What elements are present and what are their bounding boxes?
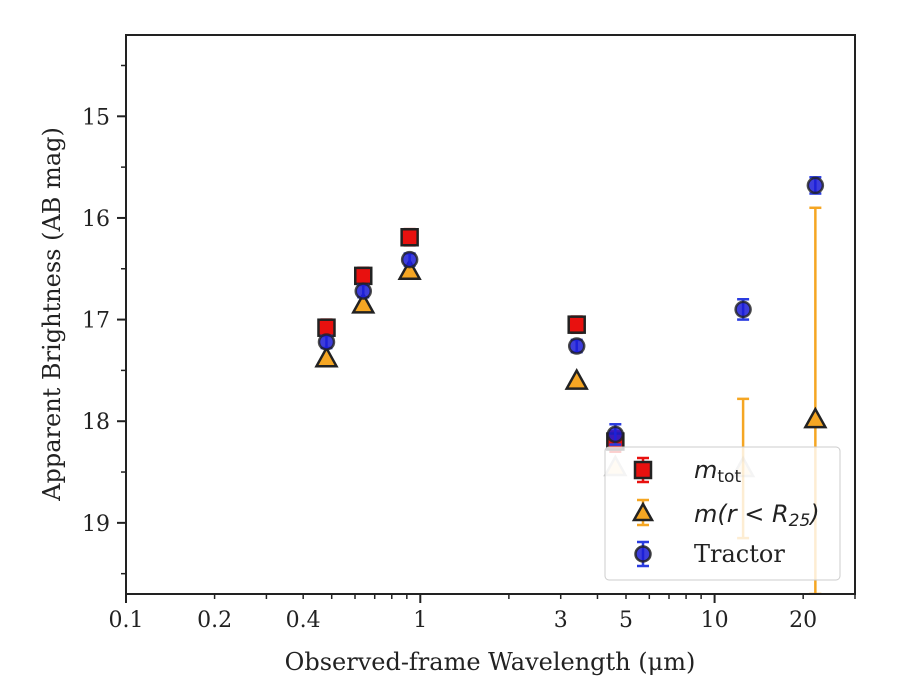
- circle-point: [400, 250, 419, 269]
- x-tick-label: 1: [413, 608, 427, 633]
- triangle-point: [803, 406, 828, 429]
- legend-tractor-label: Tractor: [694, 540, 785, 568]
- circle-point: [734, 300, 752, 319]
- y-axis: 15 16 17 18 19: [82, 64, 126, 575]
- legend-entry-tractor: Tractor: [634, 540, 785, 568]
- circle-point: [606, 425, 625, 444]
- triangle-point: [314, 345, 339, 368]
- y-tick-label: 18: [82, 410, 110, 435]
- legend: mtot m(r < R25) Tractor: [604, 446, 841, 581]
- y-tick-label: 16: [82, 207, 110, 232]
- legend-mtot-marker: [633, 460, 653, 480]
- legend-mr25-marker: [631, 501, 655, 522]
- legend-tractor-marker: [634, 545, 652, 563]
- x-axis: 0.1 0.2 0.4 1 3 5 10 20: [109, 594, 856, 633]
- legend-mtot-label: mtot: [694, 456, 741, 487]
- circle-point: [567, 337, 586, 355]
- x-tick-label: 0.4: [286, 608, 321, 633]
- x-tick-label: 0.2: [197, 608, 232, 633]
- y-tick-label: 19: [82, 512, 110, 537]
- triangle-point: [351, 291, 376, 314]
- triangle-point: [564, 367, 589, 390]
- square-point: [567, 315, 586, 334]
- x-tick-label: 10: [701, 608, 729, 633]
- y-axis-label: Apparent Brightness (AB mag): [38, 127, 66, 502]
- circle-point: [317, 333, 336, 351]
- square-point: [400, 228, 419, 247]
- legend-entry-m-r25: m(r < R25): [631, 498, 820, 531]
- x-tick-label: 3: [554, 608, 568, 633]
- legend-entry-mtot: mtot: [633, 456, 741, 487]
- triangle-point: [397, 258, 422, 281]
- x-tick-label: 20: [789, 608, 817, 633]
- square-point: [354, 266, 373, 286]
- circle-point: [806, 176, 825, 195]
- legend-mr25-label: m(r < R25): [694, 500, 820, 531]
- circle-point: [354, 282, 373, 300]
- plot-frame: [125, 34, 856, 595]
- y-tick-label: 17: [82, 309, 110, 334]
- y-tick-label: 15: [82, 105, 110, 130]
- x-tick-label: 5: [619, 608, 633, 633]
- x-axis-label: Observed-frame Wavelength (μm): [285, 648, 696, 676]
- x-tick-label: 0.1: [109, 608, 144, 633]
- legend-box: [604, 446, 841, 581]
